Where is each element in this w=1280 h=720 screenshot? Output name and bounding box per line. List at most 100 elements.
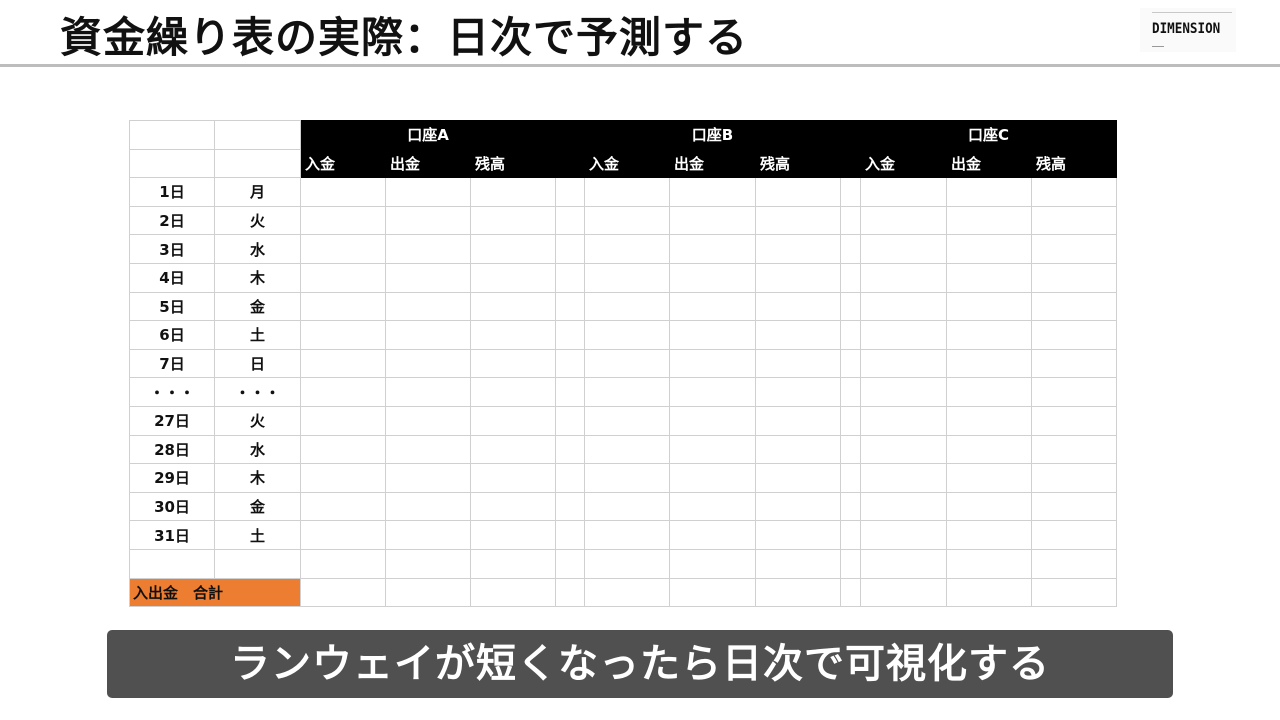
- amount-cell: [946, 463, 1032, 493]
- total-amount-cell: [470, 577, 556, 608]
- table-row: 31日土: [129, 520, 1117, 550]
- amount-cell: [470, 234, 556, 264]
- total-amount-cell: [860, 577, 947, 608]
- title-underline: [0, 64, 1280, 67]
- amount-cell: [385, 377, 471, 407]
- day-cell: 2日: [129, 205, 215, 236]
- amount-cell: [840, 320, 861, 350]
- amount-cell: [840, 177, 861, 207]
- amount-cell: [1031, 520, 1117, 550]
- amount-cell: [840, 434, 861, 465]
- amount-cell: [470, 548, 556, 579]
- amount-cell: [300, 291, 386, 322]
- amount-cell: [385, 348, 471, 379]
- amount-cell: [840, 348, 861, 379]
- amount-cell: [555, 234, 585, 264]
- amount-cell: [584, 463, 670, 493]
- amount-cell: [385, 177, 471, 207]
- total-amount-cell: [584, 577, 670, 608]
- amount-cell: [584, 262, 670, 293]
- amount-cell: [946, 234, 1032, 264]
- amount-cell: [840, 463, 861, 493]
- amount-cell: [860, 262, 947, 293]
- a-deposit-header: 入金: [300, 148, 386, 179]
- amount-cell: [669, 548, 756, 579]
- amount-cell: [470, 463, 556, 493]
- amount-cell: [584, 434, 670, 465]
- amount-cell: [860, 491, 947, 522]
- amount-cell: [946, 291, 1032, 322]
- amount-cell: [555, 320, 585, 350]
- amount-cell: [555, 463, 585, 493]
- weekday-cell: 木: [214, 463, 301, 493]
- account-b-header: 口座B: [584, 120, 841, 150]
- weekday-cell: 水: [214, 234, 301, 264]
- amount-cell: [470, 348, 556, 379]
- amount-cell: [669, 205, 756, 236]
- amount-cell: [555, 348, 585, 379]
- amount-cell: [946, 548, 1032, 579]
- amount-cell: [755, 177, 841, 207]
- slide-title: 資金繰り表の実際：日次で予測する: [60, 13, 749, 62]
- amount-cell: [860, 348, 947, 379]
- dimension-logo: DIMENSION: [1140, 8, 1236, 52]
- amount-cell: [860, 177, 947, 207]
- amount-cell: [755, 320, 841, 350]
- amount-cell: [385, 320, 471, 350]
- amount-cell: [1031, 234, 1117, 264]
- header-corner-cell: [129, 148, 215, 179]
- amount-cell: [755, 291, 841, 322]
- amount-cell: [300, 320, 386, 350]
- b-deposit-header: 入金: [584, 148, 670, 179]
- amount-cell: [1031, 262, 1117, 293]
- weekday-cell: 日: [214, 348, 301, 379]
- amount-cell: [555, 205, 585, 236]
- day-cell: 30日: [129, 491, 215, 522]
- weekday-cell: ・・・: [214, 377, 301, 407]
- amount-cell: [860, 463, 947, 493]
- weekday-cell: 金: [214, 491, 301, 522]
- total-amount-cell: [385, 577, 471, 608]
- amount-cell: [669, 348, 756, 379]
- weekday-cell: 火: [214, 205, 301, 236]
- amount-cell: [300, 405, 386, 436]
- weekday-cell: 水: [214, 434, 301, 465]
- amount-cell: [946, 262, 1032, 293]
- day-cell: 5日: [129, 291, 215, 322]
- amount-cell: [755, 262, 841, 293]
- amount-cell: [755, 234, 841, 264]
- amount-cell: [1031, 463, 1117, 493]
- amount-cell: [300, 491, 386, 522]
- day-cell: 29日: [129, 463, 215, 493]
- amount-cell: [584, 491, 670, 522]
- amount-cell: [584, 548, 670, 579]
- logo-text: DIMENSION: [1152, 21, 1221, 37]
- b-balance-header: 残高: [755, 148, 841, 179]
- amount-cell: [470, 177, 556, 207]
- amount-cell: [669, 262, 756, 293]
- amount-cell: [300, 463, 386, 493]
- amount-cell: [300, 348, 386, 379]
- day-cell: 28日: [129, 434, 215, 465]
- table-row: 1日月: [129, 177, 1117, 207]
- day-cell: 31日: [129, 520, 215, 550]
- amount-cell: [840, 377, 861, 407]
- amount-cell: [860, 377, 947, 407]
- amount-cell: [385, 548, 471, 579]
- amount-cell: [584, 520, 670, 550]
- header-corner-cell: [214, 120, 301, 150]
- amount-cell: [555, 262, 585, 293]
- amount-cell: [300, 434, 386, 465]
- amount-cell: [1031, 377, 1117, 407]
- amount-cell: [1031, 434, 1117, 465]
- amount-cell: [860, 205, 947, 236]
- amount-cell: [669, 320, 756, 350]
- header-spacer: [555, 148, 585, 179]
- amount-cell: [584, 234, 670, 264]
- amount-cell: [300, 548, 386, 579]
- amount-cell: [300, 234, 386, 264]
- amount-cell: [385, 234, 471, 264]
- amount-cell: [470, 434, 556, 465]
- amount-cell: [755, 348, 841, 379]
- c-balance-header: 残高: [1031, 148, 1117, 179]
